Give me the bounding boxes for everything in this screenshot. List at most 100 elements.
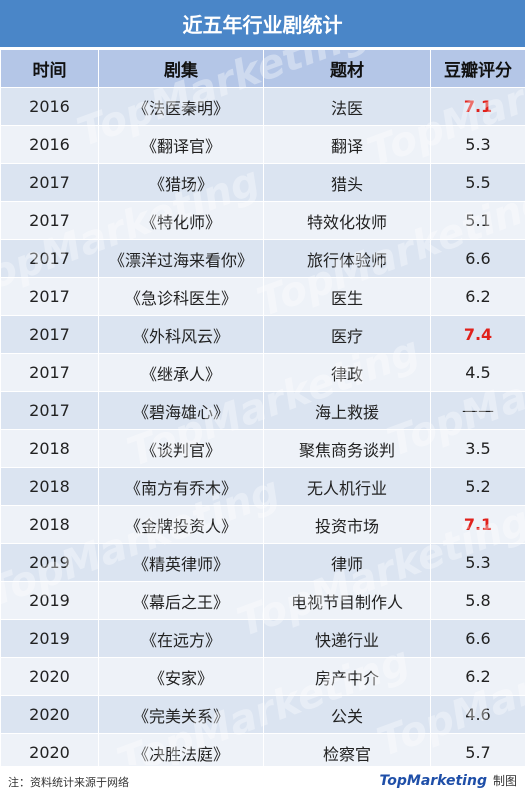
year-cell: 2016 [0,125,99,164]
genre-cell: 旅行体验师 [263,239,431,278]
genre-cell: 投资市场 [263,505,431,544]
year-cell: 2017 [0,277,99,316]
table-row: 2017 《漂洋过海来看你》 旅行体验师 6.6 [0,239,525,278]
genre-cell: 海上救援 [263,391,431,430]
genre-cell: 快递行业 [263,619,431,658]
table-row: 2016 《法医秦明》 法医 7.1 [0,87,525,126]
drama-cell: 《碧海雄心》 [98,391,264,430]
score-cell: 7.1 [430,505,525,544]
year-cell: 2018 [0,467,99,506]
year-cell: 2017 [0,239,99,278]
score-cell: 5.1 [430,201,525,240]
score-cell: 5.8 [430,581,525,620]
table-row: 2017 《继承人》 律政 4.5 [0,353,525,392]
genre-cell: 电视节目制作人 [263,581,431,620]
table-row: 2020 《完美关系》 公关 4.6 [0,695,525,734]
header-year: 时间 [0,49,99,88]
year-cell: 2018 [0,505,99,544]
table-row: 2019 《在远方》 快递行业 6.6 [0,619,525,658]
table-row: 2018 《谈判官》 聚焦商务谈判 3.5 [0,429,525,468]
score-cell: 5.2 [430,467,525,506]
drama-cell: 《南方有乔木》 [98,467,264,506]
footer: 注：资料统计来源于网络 TopMarketing 制图 [0,766,525,799]
year-cell: 2017 [0,353,99,392]
table-row: 2017 《外科风云》 医疗 7.4 [0,315,525,354]
table-row: 2017 《急诊科医生》 医生 6.2 [0,277,525,316]
brand-logo: TopMarketing [379,772,487,789]
table-row: 2020 《安家》 房产中介 6.2 [0,657,525,696]
year-cell: 2019 [0,619,99,658]
drama-cell: 《在远方》 [98,619,264,658]
genre-cell: 聚焦商务谈判 [263,429,431,468]
score-cell: 3.5 [430,429,525,468]
table-row: 2016 《翻译官》 翻译 5.3 [0,125,525,164]
score-cell: 5.3 [430,125,525,164]
year-cell: 2019 [0,543,99,582]
score-cell: 7.1 [430,87,525,126]
drama-cell: 《外科风云》 [98,315,264,354]
score-cell: 4.6 [430,695,525,734]
table-row: 2017 《猎场》 猎头 5.5 [0,163,525,202]
drama-cell: 《完美关系》 [98,695,264,734]
year-cell: 2016 [0,87,99,126]
table-row: 2019 《精英律师》 律师 5.3 [0,543,525,582]
genre-cell: 律师 [263,543,431,582]
year-cell: 2017 [0,201,99,240]
drama-cell: 《幕后之王》 [98,581,264,620]
score-cell: 6.2 [430,277,525,316]
drama-cell: 《继承人》 [98,353,264,392]
table-row: 2018 《南方有乔木》 无人机行业 5.2 [0,467,525,506]
brand: TopMarketing 制图 [380,772,517,789]
score-cell: 4.5 [430,353,525,392]
drama-cell: 《法医秦明》 [98,87,264,126]
drama-cell: 《急诊科医生》 [98,277,264,316]
drama-cell: 《精英律师》 [98,543,264,582]
source-note: 注：资料统计来源于网络 [8,776,129,789]
drama-cell: 《谈判官》 [98,429,264,468]
drama-cell: 《安家》 [98,657,264,696]
year-cell: 2020 [0,657,99,696]
header-genre: 题材 [263,49,431,88]
year-cell: 2017 [0,391,99,430]
score-cell: 5.5 [430,163,525,202]
score-cell: 5.3 [430,543,525,582]
header-score: 豆瓣评分 [430,49,525,88]
score-cell: —— [430,391,525,430]
genre-cell: 特效化妆师 [263,201,431,240]
drama-cell: 《金牌投资人》 [98,505,264,544]
genre-cell: 房产中介 [263,657,431,696]
table-row: 2017 《碧海雄心》 海上救援 —— [0,391,525,430]
drama-cell: 《漂洋过海来看你》 [98,239,264,278]
year-cell: 2018 [0,429,99,468]
table-header-row: 时间 剧集 题材 豆瓣评分 [0,49,525,88]
table-row: 2017 《特化师》 特效化妆师 5.1 [0,201,525,240]
genre-cell: 猎头 [263,163,431,202]
page-title: 近五年行业剧统计 [0,0,525,47]
genre-cell: 律政 [263,353,431,392]
score-cell: 6.2 [430,657,525,696]
drama-cell: 《翻译官》 [98,125,264,164]
brand-suffix: 制图 [492,774,517,788]
drama-cell: 《特化师》 [98,201,264,240]
genre-cell: 翻译 [263,125,431,164]
year-cell: 2020 [0,695,99,734]
table-row: 2019 《幕后之王》 电视节目制作人 5.8 [0,581,525,620]
year-cell: 2017 [0,163,99,202]
genre-cell: 公关 [263,695,431,734]
score-cell: 5.7 [430,733,525,772]
year-cell: 2019 [0,581,99,620]
genre-cell: 医疗 [263,315,431,354]
genre-cell: 医生 [263,277,431,316]
score-cell: 6.6 [430,239,525,278]
drama-cell: 《猎场》 [98,163,264,202]
header-drama: 剧集 [98,49,264,88]
drama-table: 时间 剧集 题材 豆瓣评分 2016 《法医秦明》 法医 7.1 2016 《翻译官》 翻译… [0,49,525,772]
table-row: 2020 《决胜法庭》 检察官 5.7 [0,733,525,772]
year-cell: 2017 [0,315,99,354]
score-cell: 6.6 [430,619,525,658]
table-row: 2018 《金牌投资人》 投资市场 7.1 [0,505,525,544]
genre-cell: 无人机行业 [263,467,431,506]
score-cell: 7.4 [430,315,525,354]
year-cell: 2020 [0,733,99,772]
genre-cell: 法医 [263,87,431,126]
